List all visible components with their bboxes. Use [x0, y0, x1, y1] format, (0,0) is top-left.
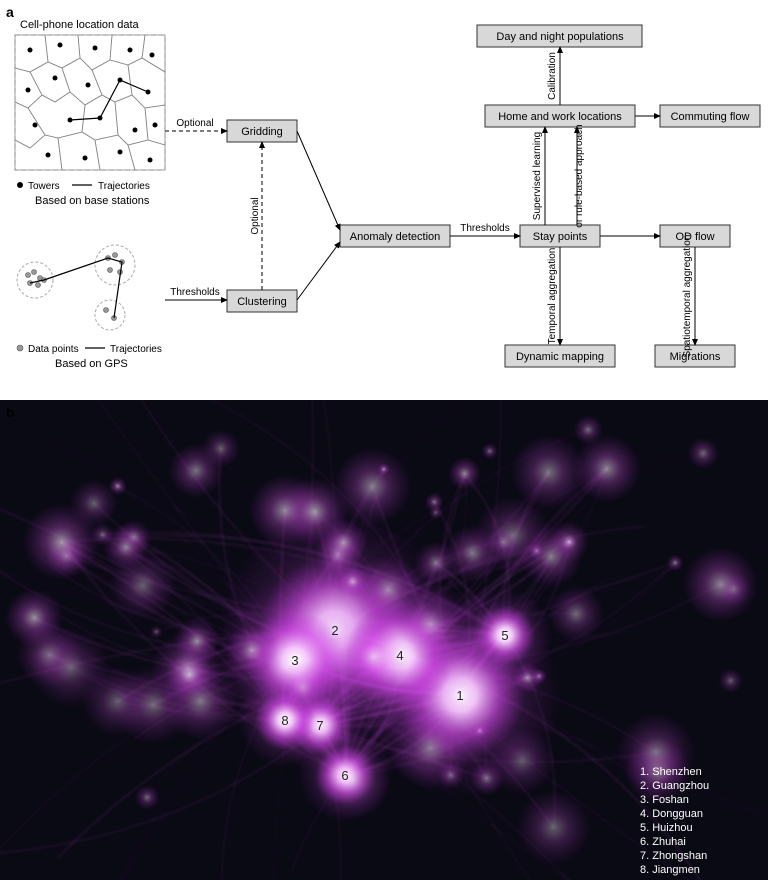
box-anomaly: Anomaly detection: [340, 225, 450, 247]
flow-map: 1 2 3 4 5 6 7 8 1. Shenzhen 2. Guangzhou 3. Fosha…: [0, 400, 768, 880]
box-commuting: Commuting flow: [660, 105, 760, 127]
svg-text:Day and night populations: Day and night populations: [496, 31, 624, 43]
svg-text:5: 5: [501, 628, 508, 643]
svg-text:Clustering: Clustering: [237, 296, 287, 308]
svg-text:Home and work locations: Home and work locations: [498, 111, 622, 123]
box-gridding: Gridding: [227, 120, 297, 142]
svg-text:8: 8: [281, 713, 288, 728]
box-od: OD flow: [660, 225, 730, 247]
svg-text:Thresholds: Thresholds: [170, 287, 219, 298]
svg-text:Commuting flow: Commuting flow: [671, 111, 750, 123]
caption-stations: Based on base stations: [35, 195, 150, 207]
svg-text:2: 2: [331, 623, 338, 638]
svg-text:1. Shenzhen: 1. Shenzhen: [640, 766, 702, 778]
svg-text:Thresholds: Thresholds: [460, 223, 509, 234]
svg-text:Calibration: Calibration: [547, 52, 558, 100]
svg-text:Stay points: Stay points: [533, 231, 588, 243]
svg-text:2. Guangzhou: 2. Guangzhou: [640, 780, 709, 792]
svg-text:Optional: Optional: [176, 118, 213, 129]
panel-b-label: b: [6, 404, 15, 420]
svg-text:Gridding: Gridding: [241, 126, 283, 138]
voronoi-cells: [15, 35, 165, 170]
gps-clusters: [17, 245, 135, 330]
svg-text:Supervised learning: Supervised learning: [532, 132, 543, 220]
svg-text:or rule-based approach: or rule-based approach: [574, 124, 585, 227]
svg-text:7. Zhongshan: 7. Zhongshan: [640, 850, 707, 862]
legend-traj2: Trajectories: [110, 344, 162, 355]
panel-b: b 12345678 1. S: [0, 400, 768, 880]
box-daynight: Day and night populations: [477, 25, 642, 47]
box-dynamic: Dynamic mapping: [505, 345, 615, 367]
legend-towers: Towers: [28, 181, 60, 192]
svg-text:Optional: Optional: [250, 197, 261, 234]
box-home: Home and work locations: [485, 105, 635, 127]
svg-text:Spatiotemporal aggregation: Spatiotemporal aggregation: [682, 235, 693, 358]
svg-text:6. Zhuhai: 6. Zhuhai: [640, 836, 686, 848]
cellphone-title: Cell-phone location data: [20, 19, 140, 31]
caption-gps: Based on GPS: [55, 358, 128, 370]
svg-text:4: 4: [396, 648, 403, 663]
box-migrations: Migrations: [655, 345, 735, 367]
svg-text:Migrations: Migrations: [670, 351, 721, 363]
legend-datapoints: Data points: [28, 344, 79, 355]
svg-text:1: 1: [456, 688, 463, 703]
box-stay: Stay points: [520, 225, 600, 247]
svg-text:6: 6: [341, 768, 348, 783]
svg-text:5. Huizhou: 5. Huizhou: [640, 822, 693, 834]
svg-text:7: 7: [316, 718, 323, 733]
legend-traj1: Trajectories: [98, 181, 150, 192]
svg-text:3: 3: [291, 653, 298, 668]
svg-text:Temporal aggregation: Temporal aggregation: [547, 248, 558, 345]
svg-text:4. Dongguan: 4. Dongguan: [640, 808, 703, 820]
box-clustering: Clustering: [227, 290, 297, 312]
svg-text:3. Foshan: 3. Foshan: [640, 794, 689, 806]
svg-text:8. Jiangmen: 8. Jiangmen: [640, 864, 700, 876]
panel-a: a Cell-phone location data: [0, 0, 768, 400]
diagram-svg: Cell-phone location data: [0, 0, 768, 400]
panel-a-label: a: [6, 4, 14, 20]
svg-text:Anomaly detection: Anomaly detection: [350, 231, 441, 243]
voronoi-trajectory: [70, 80, 148, 120]
svg-text:Dynamic mapping: Dynamic mapping: [516, 351, 604, 363]
